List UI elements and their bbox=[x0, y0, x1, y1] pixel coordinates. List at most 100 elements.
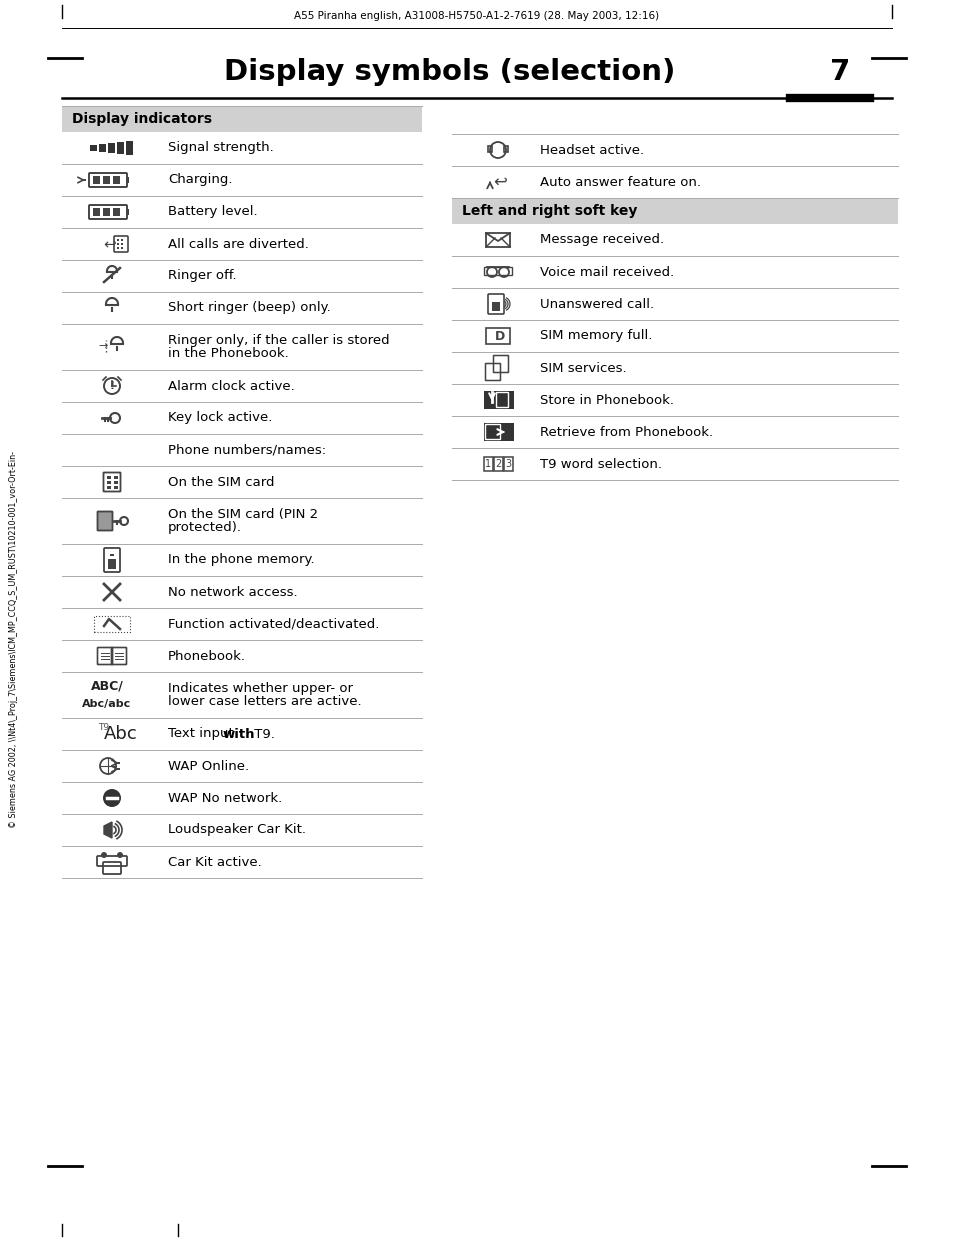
Text: Voice mail received.: Voice mail received. bbox=[539, 265, 674, 279]
Bar bbox=[107, 486, 111, 488]
Text: Retrieve from Phonebook.: Retrieve from Phonebook. bbox=[539, 425, 713, 439]
Bar bbox=[113, 481, 118, 483]
Text: 3: 3 bbox=[505, 459, 511, 468]
Text: Phone numbers/names:: Phone numbers/names: bbox=[168, 444, 326, 456]
Text: Abc: Abc bbox=[104, 725, 137, 743]
Bar bbox=[126, 209, 129, 216]
Text: T9 word selection.: T9 word selection. bbox=[539, 457, 661, 471]
Text: 7: 7 bbox=[829, 59, 849, 86]
Text: protected).: protected). bbox=[168, 521, 242, 535]
Bar bbox=[108, 559, 116, 569]
Text: Ringer only, if the caller is stored: Ringer only, if the caller is stored bbox=[168, 334, 389, 346]
Bar bbox=[103, 208, 110, 216]
Text: WAP No network.: WAP No network. bbox=[168, 791, 282, 805]
Text: Signal strength.: Signal strength. bbox=[168, 142, 274, 155]
Text: Loudspeaker Car Kit.: Loudspeaker Car Kit. bbox=[168, 824, 306, 836]
Bar bbox=[121, 243, 123, 245]
Bar bbox=[107, 476, 111, 478]
Text: T9: T9 bbox=[98, 724, 109, 733]
Bar bbox=[121, 247, 123, 249]
Bar bbox=[108, 143, 115, 153]
Circle shape bbox=[117, 852, 123, 858]
Text: Key lock active.: Key lock active. bbox=[168, 411, 273, 425]
Bar bbox=[107, 481, 111, 483]
Text: D: D bbox=[495, 329, 504, 343]
Bar bbox=[110, 554, 113, 556]
Text: SIM memory full.: SIM memory full. bbox=[539, 329, 652, 343]
Bar bbox=[483, 457, 493, 471]
Bar bbox=[485, 328, 510, 344]
Bar bbox=[503, 457, 513, 471]
Text: WAP Online.: WAP Online. bbox=[168, 760, 249, 773]
Text: Message received.: Message received. bbox=[539, 233, 663, 247]
Bar bbox=[492, 302, 499, 312]
Text: Store in Phonebook.: Store in Phonebook. bbox=[539, 394, 673, 406]
Text: A55 Piranha english, A31008-H5750-A1-2-7619 (28. May 2003, 12:16): A55 Piranha english, A31008-H5750-A1-2-7… bbox=[294, 11, 659, 21]
Text: Phonebook.: Phonebook. bbox=[168, 649, 246, 663]
Bar bbox=[117, 142, 124, 155]
Text: All calls are diverted.: All calls are diverted. bbox=[168, 238, 309, 250]
Text: !: ! bbox=[110, 381, 114, 391]
Text: Indicates whether upper- or: Indicates whether upper- or bbox=[168, 682, 353, 694]
Text: in the Phonebook.: in the Phonebook. bbox=[168, 348, 289, 360]
Bar bbox=[117, 243, 119, 245]
Bar bbox=[126, 141, 132, 155]
FancyBboxPatch shape bbox=[97, 512, 112, 531]
Bar bbox=[112, 208, 120, 216]
Text: Car Kit active.: Car Kit active. bbox=[168, 856, 261, 868]
Bar bbox=[126, 177, 129, 183]
Text: Auto answer feature on.: Auto answer feature on. bbox=[539, 176, 700, 188]
Bar bbox=[113, 476, 118, 478]
Text: 2: 2 bbox=[495, 459, 501, 468]
Text: ↩: ↩ bbox=[104, 237, 116, 252]
Bar bbox=[503, 146, 507, 152]
Bar bbox=[103, 176, 110, 184]
Text: Charging.: Charging. bbox=[168, 173, 233, 187]
Text: with: with bbox=[223, 728, 255, 740]
Polygon shape bbox=[104, 822, 112, 839]
Bar bbox=[452, 198, 897, 224]
Text: Function activated/deactivated.: Function activated/deactivated. bbox=[168, 618, 379, 630]
Text: Abc/abc: Abc/abc bbox=[82, 699, 132, 709]
Text: Battery level.: Battery level. bbox=[168, 206, 257, 218]
Bar bbox=[117, 247, 119, 249]
Bar bbox=[121, 239, 123, 240]
Text: Unanswered call.: Unanswered call. bbox=[539, 298, 654, 310]
Text: Headset active.: Headset active. bbox=[539, 143, 643, 157]
Bar bbox=[483, 391, 514, 409]
Text: No network access.: No network access. bbox=[168, 586, 297, 598]
Circle shape bbox=[101, 852, 107, 858]
Circle shape bbox=[103, 789, 121, 807]
Text: Alarm clock active.: Alarm clock active. bbox=[168, 380, 294, 392]
Text: lower case letters are active.: lower case letters are active. bbox=[168, 695, 361, 709]
Text: Text input: Text input bbox=[168, 728, 237, 740]
Text: ABC/: ABC/ bbox=[91, 679, 123, 693]
Bar bbox=[483, 267, 512, 275]
Bar bbox=[488, 146, 492, 152]
Text: In the phone memory.: In the phone memory. bbox=[168, 553, 314, 567]
Text: On the SIM card: On the SIM card bbox=[168, 476, 274, 488]
Bar bbox=[92, 208, 100, 216]
Bar bbox=[92, 176, 100, 184]
Text: 1: 1 bbox=[485, 459, 491, 468]
Bar bbox=[483, 422, 514, 441]
Bar bbox=[494, 457, 502, 471]
Bar bbox=[485, 233, 510, 247]
Text: On the SIM card (PIN 2: On the SIM card (PIN 2 bbox=[168, 507, 317, 521]
Text: Display symbols (selection): Display symbols (selection) bbox=[224, 59, 675, 86]
Bar bbox=[112, 176, 120, 184]
Bar bbox=[90, 145, 97, 151]
Bar bbox=[62, 106, 421, 132]
Text: © Siemens AG 2002, \\Nt4\_Proj_7\Siemens\ICM_MP_CCQ_S_UM_RUST\10210-001_vor-Ort-: © Siemens AG 2002, \\Nt4\_Proj_7\Siemens… bbox=[10, 451, 18, 829]
Text: Short ringer (beep) only.: Short ringer (beep) only. bbox=[168, 302, 331, 314]
Text: Display indicators: Display indicators bbox=[71, 112, 212, 126]
Text: Left and right soft key: Left and right soft key bbox=[461, 204, 637, 218]
Text: →: → bbox=[98, 341, 108, 351]
Bar bbox=[99, 145, 106, 152]
Bar bbox=[117, 239, 119, 240]
Bar bbox=[113, 486, 118, 488]
Text: T9.: T9. bbox=[250, 728, 274, 740]
Text: ↩: ↩ bbox=[493, 173, 506, 191]
Text: SIM services.: SIM services. bbox=[539, 361, 626, 375]
Text: Ringer off.: Ringer off. bbox=[168, 269, 236, 283]
